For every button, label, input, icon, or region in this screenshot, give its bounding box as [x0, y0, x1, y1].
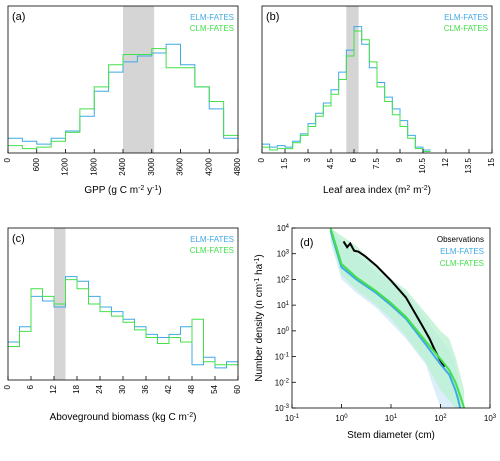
legend-entry-clm: CLM-FATES [444, 24, 488, 33]
x-tick-label: 6 [26, 384, 35, 389]
x-tick-label: 3000 [147, 157, 156, 175]
legend-entry-elm: ELM-FATES [440, 247, 484, 256]
series-line-clm-fates [262, 30, 431, 153]
x-tick-label: 12 [441, 157, 450, 166]
uncertainty-band-clm [330, 228, 465, 408]
panel-label: (a) [12, 11, 25, 23]
legend-entry-elm: ELM-FATES [190, 235, 234, 244]
legend-entry-clm: CLM-FATES [440, 259, 484, 268]
x-tick-label: 60 [233, 384, 242, 393]
x-tick-label: 3600 [176, 157, 185, 175]
x-tick-label: 24 [95, 384, 104, 393]
shaded-band [346, 6, 359, 153]
x-tick-label: 10.5 [418, 157, 427, 173]
panel-c: 0 6 12 18 24 30 36 42 48 54 60 (c) ELM-FATES CLM-FATE… [3, 227, 242, 424]
x-tick-label: 10-1 [285, 414, 300, 423]
plot-area [329, 228, 466, 408]
panel-a: 0 600 1200 1800 2400 3000 3600 4200 4800 (a) ELM-F… [3, 5, 242, 197]
x-tick-label: 2400 [118, 157, 127, 175]
x-tick-label: 0 [3, 384, 12, 389]
x-tick-label: 54 [210, 384, 219, 393]
x-tick-label: 4800 [233, 157, 242, 175]
series-line-clm-fates [8, 48, 238, 150]
y-tick-label: 103 [277, 250, 290, 259]
x-tick-label: 1800 [89, 157, 98, 175]
x-tick-label: 102 [434, 414, 447, 423]
series-line-clm [329, 228, 466, 408]
x-axis-label: GPP (g C m-2 y-1) [84, 185, 161, 197]
panel-label: (d) [300, 237, 313, 249]
panel-label: (c) [12, 233, 25, 245]
shaded-band [123, 6, 155, 153]
panel-d: 10-1 100 101 102 103 10-3 10-2 10-1 100 101 102 103… [254, 224, 497, 441]
panel-label: (b) [266, 11, 279, 23]
y-axis-label: Number density (n cm-1 ha-1) [254, 254, 266, 382]
y-tick-label: 101 [277, 301, 290, 310]
y-tick-label: 10-1 [275, 353, 290, 362]
legend-entry-elm: ELM-FATES [190, 13, 234, 22]
y-tick-label: 102 [277, 275, 290, 284]
x-tick-label: 48 [187, 384, 196, 393]
y-tick-label: 10-3 [275, 404, 290, 413]
series-line-clm-fates [8, 279, 238, 366]
series-line-elm-fates [262, 26, 431, 151]
legend-entry-elm: ELM-FATES [444, 13, 488, 22]
x-axis-label: Leaf area index (m2 m-2) [323, 185, 431, 197]
x-axis-label: Stem diameter (cm) [347, 430, 435, 441]
x-tick-label: 36 [141, 384, 150, 393]
x-tick-label: 103 [484, 414, 497, 423]
x-tick-label: 30 [118, 384, 127, 393]
x-axis-label: Aboveground biomass (kg C m-2) [50, 412, 197, 424]
x-tick-label: 3 [303, 157, 312, 162]
legend-entry-clm: CLM-FATES [190, 246, 234, 255]
x-tick-label: 6 [349, 157, 358, 162]
x-tick-label: 7.5 [372, 157, 381, 169]
x-tick-label: 1200 [61, 157, 70, 175]
panel-b: 0 1.5 3 4.5 6 7.5 9 10.5 12 13.5 15 (b) ELM-FATES CLM… [257, 5, 496, 197]
series-line-elm-fates [8, 276, 238, 369]
x-tick-label: 42 [164, 384, 173, 393]
x-tick-label: 100 [335, 414, 348, 423]
y-tick-label: 104 [277, 224, 290, 233]
x-tick-label: 101 [385, 414, 398, 423]
x-tick-label: 0 [3, 157, 12, 162]
legend-entry-clm: CLM-FATES [190, 24, 234, 33]
series-line-obs [342, 240, 446, 368]
x-tick-label: 1.5 [280, 157, 289, 169]
x-tick-label: 4200 [204, 157, 213, 175]
series-line-elm [329, 230, 462, 408]
x-tick-label: 13.5 [464, 157, 473, 173]
y-tick-label: 100 [277, 327, 290, 336]
x-tick-label: 9 [395, 157, 404, 162]
legend-entry-obs: Observations [437, 235, 484, 244]
x-tick-label: 15 [487, 157, 496, 166]
x-tick-label: 4.5 [326, 157, 335, 169]
x-tick-label: 12 [49, 384, 58, 393]
y-tick-label: 10-2 [275, 378, 290, 387]
x-tick-label: 18 [72, 384, 81, 393]
x-tick-label: 600 [32, 157, 41, 171]
x-tick-label: 0 [257, 157, 266, 162]
